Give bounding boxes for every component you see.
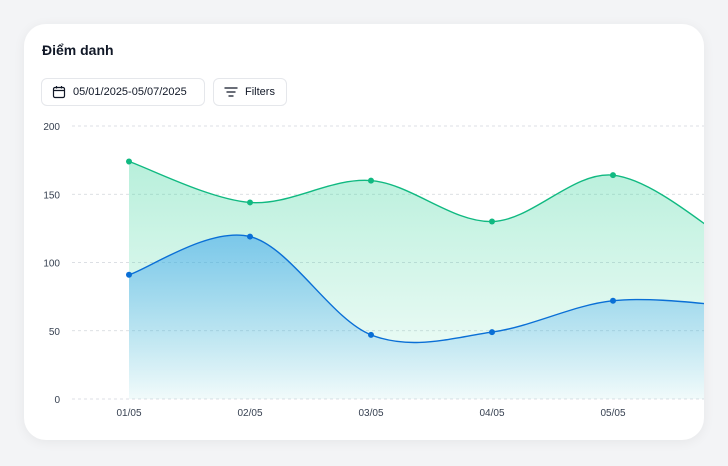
filters-label: Filters <box>245 86 275 98</box>
series-1-line <box>128 234 704 344</box>
attendance-card: Điểm danh 05/01/2025-05/07/2025 Filters <box>24 24 704 440</box>
y-tick-label-0: 0 <box>54 395 60 406</box>
series-1-point-1[interactable] <box>247 233 253 240</box>
x-tick-label-3: 04/05 <box>479 408 504 419</box>
series-0-point-0[interactable] <box>126 158 132 165</box>
attendance-area-chart: 0 50 100 150 200 01/05 02/05 03/05 04/05 05/05 <box>43 122 704 419</box>
series-1-point-3[interactable] <box>489 329 495 336</box>
series-1-point-2[interactable] <box>368 331 374 338</box>
calendar-icon <box>52 86 66 99</box>
y-tick-label-3: 150 <box>43 190 60 201</box>
y-tick-label-4: 200 <box>43 122 60 133</box>
series-0-line <box>128 160 704 225</box>
series-0-point-1[interactable] <box>247 199 253 206</box>
x-tick-label-1: 02/05 <box>237 408 262 419</box>
series-1-area <box>129 235 704 399</box>
series-1-point-0[interactable] <box>126 271 132 278</box>
y-tick-label-1: 50 <box>49 327 61 338</box>
card-title: Điểm danh <box>42 42 114 58</box>
x-tick-label-2: 03/05 <box>358 408 383 419</box>
filters-button[interactable]: Filters <box>213 78 287 106</box>
date-range-label: 05/01/2025-05/07/2025 <box>73 86 187 98</box>
filter-lines-icon <box>224 87 238 97</box>
series-0-point-2[interactable] <box>368 177 374 184</box>
date-range-button[interactable]: 05/01/2025-05/07/2025 <box>41 78 205 106</box>
series-0-point-3[interactable] <box>489 218 495 225</box>
series-0-point-4[interactable] <box>610 172 616 179</box>
x-tick-label-0: 01/05 <box>116 408 141 419</box>
x-tick-label-4: 05/05 <box>600 408 625 419</box>
series-1-point-4[interactable] <box>610 297 616 304</box>
y-tick-label-2: 100 <box>43 259 60 270</box>
